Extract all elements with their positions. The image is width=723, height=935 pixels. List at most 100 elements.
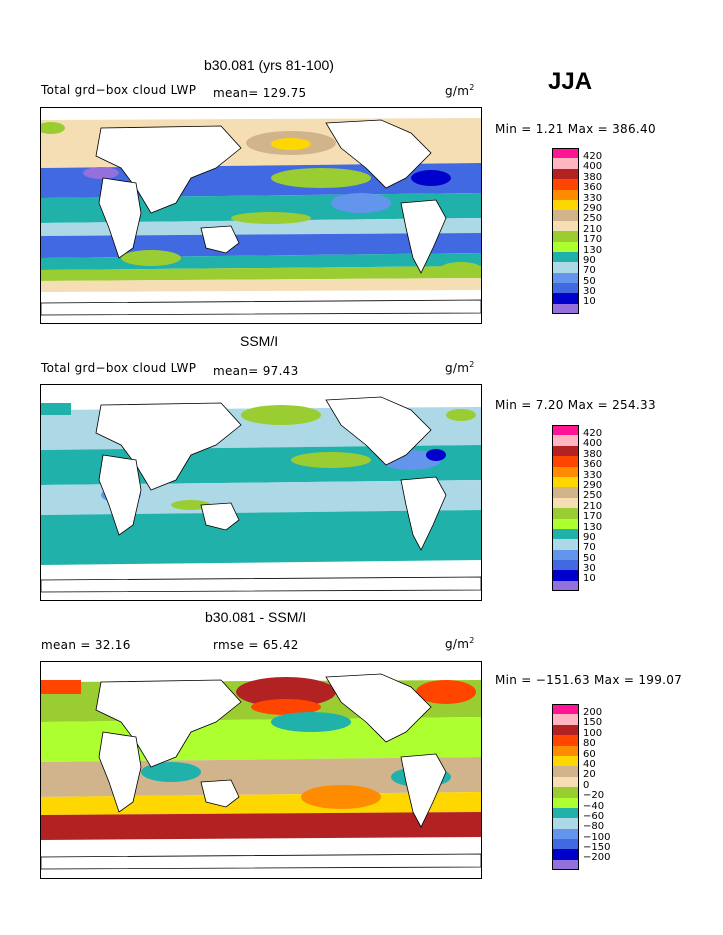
panel-2-map [40, 384, 482, 601]
colorbar-swatch [552, 828, 579, 840]
colorbar-swatch [552, 262, 579, 273]
colorbar-label: 170 [583, 234, 603, 246]
colorbar-label: −80 [583, 821, 605, 833]
colorbar-swatch [552, 549, 579, 561]
colorbar-label: 420 [583, 428, 603, 439]
colorbar-swatch [552, 231, 579, 242]
colorbar-label: 10 [583, 573, 596, 585]
colorbar-label: 250 [583, 490, 603, 502]
panel-3-map [40, 661, 482, 879]
panel-1-units: g/m2 [445, 83, 475, 98]
panel-3-minmax: Min = −151.63 Max = 199.07 [495, 673, 683, 687]
colorbar-swatch [552, 570, 579, 581]
colorbar-swatch [552, 735, 579, 746]
colorbar-swatch [552, 220, 579, 232]
colorbar-label: 50 [583, 552, 596, 564]
colorbar-swatch [552, 849, 579, 860]
colorbar-swatch [552, 293, 579, 304]
colorbar-label: 130 [583, 244, 603, 256]
panel-1-title: b30.081 (yrs 81-100) [204, 57, 334, 73]
colorbar-swatch [552, 210, 579, 221]
colorbar-swatch [552, 766, 579, 777]
colorbar-label: 290 [583, 202, 603, 214]
colorbar-label: −100 [583, 831, 611, 843]
panel-1-variable-label: Total grd−box cloud LWP [41, 83, 197, 97]
colorbar-label: 360 [583, 459, 603, 471]
colorbar-swatch [552, 435, 579, 446]
colorbar-swatch [552, 487, 579, 498]
panel-1-mean: mean= 129.75 [213, 86, 307, 100]
colorbar-swatch [552, 528, 579, 540]
panel-1-map [40, 107, 482, 324]
colorbar-label: 10 [583, 296, 596, 308]
panel-2-units: g/m2 [445, 360, 475, 375]
colorbar-label: 250 [583, 213, 603, 225]
colorbar-swatch [552, 199, 579, 211]
colorbar-swatch [552, 818, 579, 829]
colorbar-label: 210 [583, 223, 603, 235]
colorbar-label: 210 [583, 500, 603, 512]
colorbar-label: 60 [583, 748, 596, 760]
colorbar-swatch [552, 560, 579, 571]
colorbar-label: 90 [583, 531, 596, 543]
colorbar-label: 290 [583, 479, 603, 491]
colorbar-label: −200 [583, 852, 611, 864]
colorbar-swatch [552, 466, 579, 477]
colorbar-label: 360 [583, 182, 603, 194]
panel-2-minmax: Min = 7.20 Max = 254.33 [495, 398, 656, 412]
colorbar-label: 30 [583, 286, 596, 298]
colorbar-swatch [552, 476, 579, 488]
panel-3-mean: mean = 32.16 [41, 638, 131, 652]
colorbar-swatch [552, 807, 579, 819]
colorbar-label: 70 [583, 542, 596, 554]
colorbar-label: 30 [583, 563, 596, 575]
colorbar-label: 100 [583, 727, 603, 739]
colorbar-swatch [552, 241, 579, 252]
colorbar-label: 80 [583, 738, 596, 750]
colorbar-swatch [552, 724, 579, 736]
colorbar-swatch [552, 497, 579, 509]
colorbar-swatch [552, 797, 579, 808]
colorbar-swatch [552, 283, 579, 294]
colorbar-swatch [552, 787, 579, 798]
colorbar-swatch [552, 518, 579, 529]
colorbar-label: 50 [583, 275, 596, 287]
colorbar-label: 70 [583, 265, 596, 277]
panel-3-units: g/m2 [445, 636, 475, 651]
colorbar-label: 380 [583, 448, 603, 460]
colorbar-swatch [552, 189, 579, 200]
colorbar-swatch [552, 179, 579, 190]
colorbar-swatch [552, 580, 579, 592]
colorbar-label: 400 [583, 161, 603, 173]
colorbar-swatch [552, 755, 579, 767]
colorbar-swatch [552, 508, 579, 519]
colorbar-swatch [552, 148, 579, 159]
colorbar-label: 0 [583, 779, 590, 791]
colorbar-label: −40 [583, 800, 605, 812]
colorbar-label: 330 [583, 192, 603, 204]
colorbar-label: 200 [583, 707, 603, 718]
colorbar-swatch [552, 839, 579, 850]
colorbar-swatch [552, 168, 579, 180]
colorbar-label: 380 [583, 171, 603, 183]
colorbar-label: −20 [583, 790, 605, 802]
panel-1-minmax: Min = 1.21 Max = 386.40 [495, 122, 656, 136]
colorbar-swatch [552, 445, 579, 457]
colorbar-swatch [552, 456, 579, 467]
colorbar-label: 420 [583, 151, 603, 162]
panel-2-title: SSM/I [240, 333, 279, 349]
colorbar-label: 400 [583, 438, 603, 450]
colorbar-swatch [552, 539, 579, 550]
panel-2-variable-label: Total grd−box cloud LWP [41, 361, 197, 375]
colorbar-label: 40 [583, 758, 596, 770]
panel-2-mean: mean= 97.43 [213, 364, 299, 378]
colorbar-swatch [552, 776, 579, 788]
colorbar-swatch [552, 714, 579, 725]
colorbar-swatch [552, 745, 579, 756]
panel-3-rmse: rmse = 65.42 [213, 638, 299, 652]
colorbar-label: 170 [583, 511, 603, 523]
colorbar-label: 130 [583, 521, 603, 533]
colorbar-swatch [552, 859, 579, 871]
colorbar-label: 90 [583, 254, 596, 266]
